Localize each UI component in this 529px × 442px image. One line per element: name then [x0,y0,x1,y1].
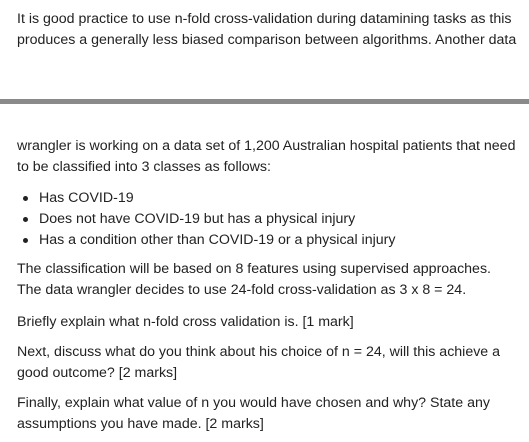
bullet-icon [23,196,28,201]
classification-paragraph: The classification will be based on 8 fe… [17,261,491,298]
question-3: Finally, explain what value of n you wou… [17,395,490,432]
bullet-icon [23,217,28,222]
list-item: Has a condition other than COVID-19 or a… [17,230,395,251]
question-1: Briefly explain what n-fold cross valida… [17,314,354,330]
bullet-icon [23,238,28,243]
list-item: Has COVID-19 [17,188,395,209]
class-list: Has COVID-19 Does not have COVID-19 but … [17,188,395,251]
list-item: Does not have COVID-19 but has a physica… [17,209,395,230]
continuation-paragraph: wrangler is working on a data set of 1,2… [17,138,516,175]
intro-paragraph: It is good practice to use n-fold cross-… [17,11,517,48]
section-divider [0,99,529,104]
question-2: Next, discuss what do you think about hi… [17,344,501,381]
